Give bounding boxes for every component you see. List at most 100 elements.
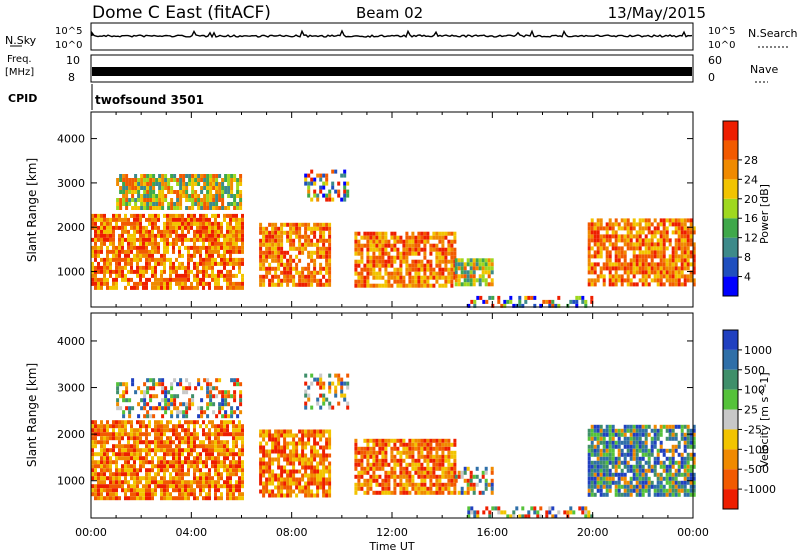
echo-cell [674, 266, 678, 271]
echo-cell [372, 478, 376, 483]
echo-cell [671, 492, 675, 497]
echo-cell [190, 436, 193, 441]
echo-cell [154, 245, 157, 250]
echo-cell [298, 485, 302, 490]
echo-cell [587, 428, 591, 433]
echo-cell [438, 231, 442, 236]
echo-cell [235, 225, 238, 230]
echo-cell [572, 510, 576, 515]
echo-cell [91, 253, 94, 258]
echo-cell [328, 250, 332, 255]
echo-cell [438, 255, 442, 260]
echo-cell [319, 177, 323, 182]
echo-cell [390, 255, 394, 260]
echo-cell [599, 242, 603, 247]
echo-cell [169, 265, 172, 270]
echo-cell [325, 493, 329, 498]
echo-cell [118, 269, 121, 274]
echo-cell [118, 265, 121, 270]
echo-cell [384, 243, 388, 248]
echo-cell [614, 238, 618, 243]
echo-cell [590, 266, 594, 271]
echo-cell [202, 472, 205, 477]
echo-cell [605, 448, 609, 453]
echo-cell [197, 206, 201, 210]
echo-cell [119, 178, 123, 182]
echo-cell [185, 410, 189, 415]
echo-cell [143, 402, 147, 407]
echo-cell [151, 448, 154, 453]
echo-cell [193, 468, 196, 473]
echo-cell [226, 492, 229, 497]
echo-cell [429, 263, 433, 268]
echo-cell [677, 440, 681, 445]
echo-cell [217, 237, 220, 242]
echo-cell [115, 261, 118, 266]
echo-cell [653, 424, 657, 429]
echo-cell [441, 235, 445, 240]
echo-cell [581, 299, 585, 304]
echo-cell [155, 178, 159, 182]
echo-cell [151, 221, 154, 226]
echo-cell [360, 275, 364, 280]
echo-cell [206, 414, 210, 419]
echo-cell [238, 464, 241, 469]
echo-cell [671, 258, 675, 263]
echo-cell [232, 217, 235, 222]
echo-cell [617, 456, 621, 461]
echo-cell [656, 472, 660, 477]
echo-cell [91, 436, 94, 441]
echo-cell [181, 273, 184, 278]
echo-cell [178, 265, 181, 270]
echo-cell [91, 261, 94, 266]
echo-cell [206, 378, 210, 383]
echo-cell [632, 424, 636, 429]
echo-cell [450, 267, 454, 272]
echo-cell [172, 277, 175, 282]
echo-cell [280, 270, 284, 275]
echo-cell [328, 222, 332, 227]
echo-cell [647, 448, 651, 453]
echo-cell [109, 492, 112, 497]
echo-cell [289, 453, 293, 458]
echo-cell [178, 213, 181, 218]
echo-cell [453, 490, 457, 495]
echo-cell [313, 469, 317, 474]
echo-cell [148, 277, 151, 282]
echo-cell [178, 492, 181, 497]
echo-cell [426, 486, 430, 491]
echo-cell [172, 265, 175, 270]
echo-cell [181, 217, 184, 222]
echo-cell [112, 420, 115, 425]
echo-cell [262, 262, 266, 267]
echo-cell [149, 378, 153, 383]
echo-cell [118, 217, 121, 222]
echo-cell [94, 281, 97, 286]
echo-cell [313, 481, 317, 486]
echo-cell [414, 486, 418, 491]
echo-cell [626, 444, 630, 449]
echo-cell [169, 484, 172, 489]
echo-cell [220, 440, 223, 445]
echo-cell [432, 231, 436, 236]
echo-cell [196, 468, 199, 473]
echo-cell [214, 472, 217, 477]
echo-cell [635, 468, 639, 473]
echo-cell [262, 485, 266, 490]
echo-cell [112, 496, 115, 501]
echo-cell [435, 466, 439, 471]
echo-cell [221, 178, 225, 182]
echo-cell [218, 390, 222, 395]
echo-cell [328, 469, 332, 474]
echo-cell [202, 432, 205, 437]
echo-cell [235, 480, 238, 485]
echo-cell [656, 488, 660, 493]
echo-cell [271, 461, 275, 466]
echo-cell [689, 468, 693, 473]
echo-cell [632, 456, 636, 461]
echo-cell [193, 277, 196, 282]
echo-cell [125, 194, 129, 198]
echo-cell [635, 460, 639, 465]
echo-cell [221, 414, 225, 419]
echo-cell [408, 474, 412, 479]
